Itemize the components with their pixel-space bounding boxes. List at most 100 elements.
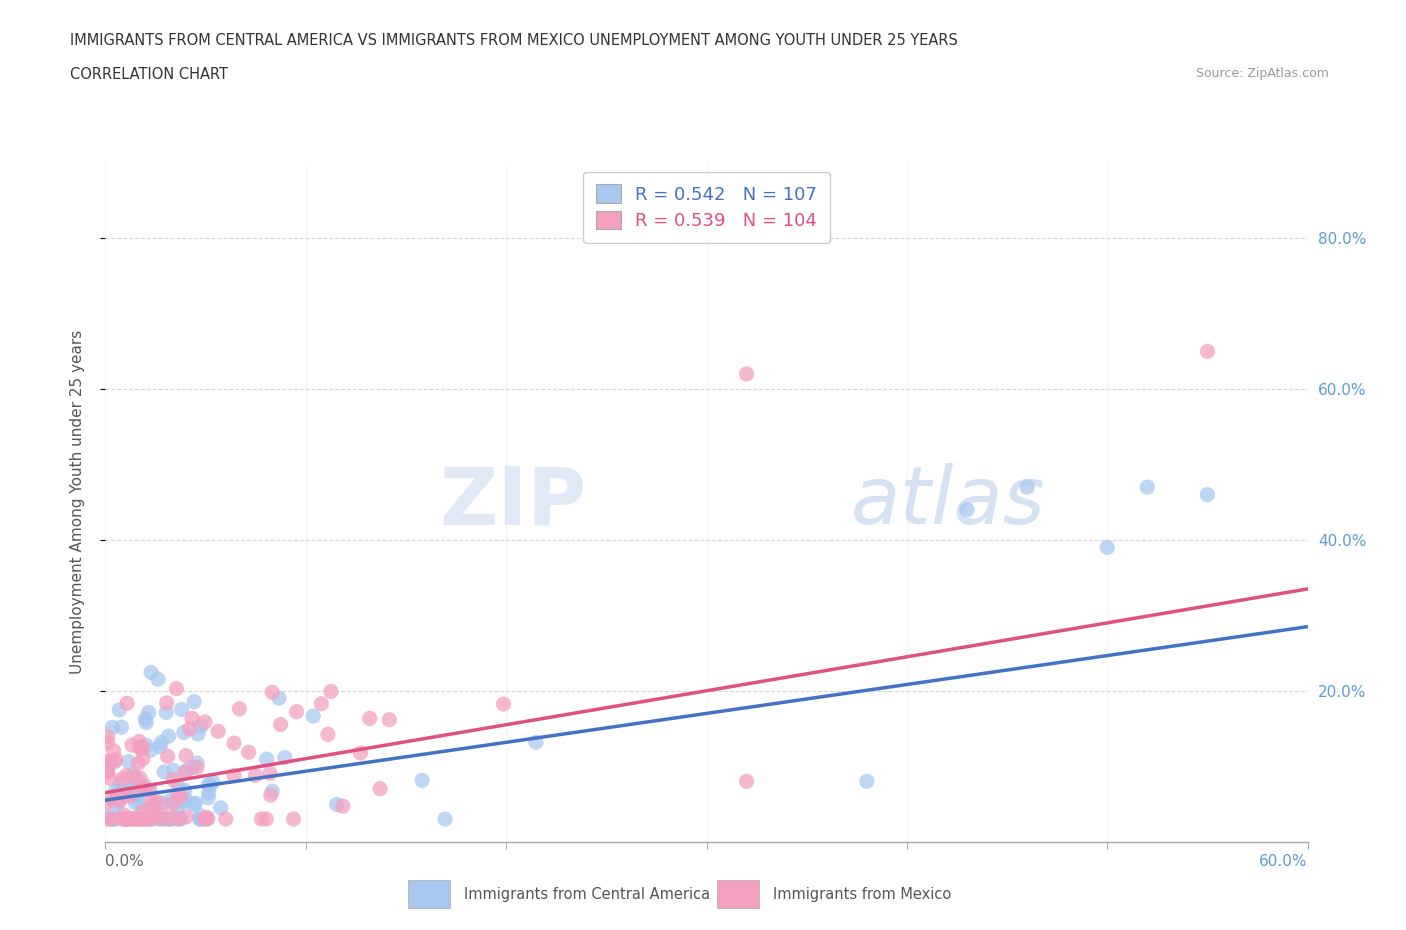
Point (135, 715, 157, 730)
Point (349, 746, 371, 761)
Point (262, 784, 284, 799)
Point (136, 802, 159, 817)
Point (122, 770, 145, 785)
Point (197, 785, 219, 800)
Point (148, 812, 170, 827)
Point (411, 773, 433, 788)
Point (103, 812, 125, 827)
Point (117, 812, 139, 827)
Point (98, 757, 121, 772)
Point (127, 756, 149, 771)
Text: atlas: atlas (851, 463, 1046, 541)
Point (131, 739, 153, 754)
Point (100, 812, 122, 827)
Point (138, 705, 160, 720)
Point (131, 812, 153, 827)
Point (97, 764, 120, 779)
Point (96, 812, 118, 827)
Point (311, 697, 333, 711)
Point (187, 726, 209, 741)
Point (112, 812, 135, 827)
Point (103, 812, 125, 827)
Text: 0.0%: 0.0% (105, 854, 145, 869)
Point (135, 737, 157, 752)
Point (143, 795, 166, 810)
Point (166, 777, 188, 792)
Point (134, 782, 156, 797)
Point (179, 721, 201, 736)
Point (174, 764, 197, 779)
Point (174, 749, 197, 764)
Point (152, 795, 174, 810)
Point (274, 751, 297, 765)
Point (103, 794, 125, 809)
Point (146, 795, 169, 810)
Point (434, 812, 457, 827)
Point (138, 783, 160, 798)
Point (270, 717, 292, 732)
Point (155, 812, 177, 827)
Point (855, 774, 877, 789)
Point (222, 736, 245, 751)
Point (96, 795, 118, 810)
Point (167, 812, 190, 827)
Point (96, 729, 118, 744)
Point (112, 790, 135, 804)
Point (1136, 480, 1159, 495)
Point (103, 743, 125, 758)
Point (124, 811, 146, 826)
Point (132, 779, 155, 794)
Point (96, 754, 118, 769)
Point (166, 800, 188, 815)
Point (129, 771, 152, 786)
Point (207, 724, 229, 738)
FancyBboxPatch shape (408, 880, 450, 908)
Point (115, 812, 138, 827)
Point (302, 709, 325, 724)
Point (524, 735, 547, 750)
Point (128, 734, 150, 749)
Point (96, 764, 118, 778)
Point (150, 812, 173, 827)
Point (97, 735, 120, 750)
Point (135, 812, 157, 827)
Point (228, 701, 250, 716)
Point (153, 764, 176, 779)
Point (107, 790, 129, 805)
Point (1197, 344, 1219, 359)
Text: IMMIGRANTS FROM CENTRAL AMERICA VS IMMIGRANTS FROM MEXICO UNEMPLOYMENT AMONG YOU: IMMIGRANTS FROM CENTRAL AMERICA VS IMMIG… (70, 33, 957, 47)
Point (159, 812, 181, 827)
Point (735, 366, 758, 381)
Point (174, 764, 197, 778)
Point (138, 811, 160, 826)
Point (98, 771, 121, 786)
Point (124, 795, 146, 810)
Point (131, 812, 153, 827)
Point (359, 711, 381, 725)
Point (131, 805, 153, 820)
Point (129, 812, 152, 827)
Point (170, 702, 193, 717)
Point (101, 792, 124, 807)
Point (117, 754, 139, 769)
Point (319, 684, 342, 699)
Point (107, 785, 129, 800)
Point (156, 696, 179, 711)
Point (186, 760, 208, 775)
Point (124, 780, 146, 795)
Point (121, 737, 143, 752)
Point (1097, 540, 1119, 555)
Point (128, 783, 150, 798)
Point (165, 812, 187, 827)
Point (149, 739, 172, 754)
Point (111, 772, 134, 787)
Point (115, 696, 138, 711)
Point (181, 760, 204, 775)
Point (132, 751, 155, 766)
Point (134, 778, 156, 793)
Point (184, 796, 207, 811)
Point (492, 697, 515, 711)
Point (115, 812, 138, 827)
Point (141, 794, 163, 809)
Point (121, 779, 143, 794)
